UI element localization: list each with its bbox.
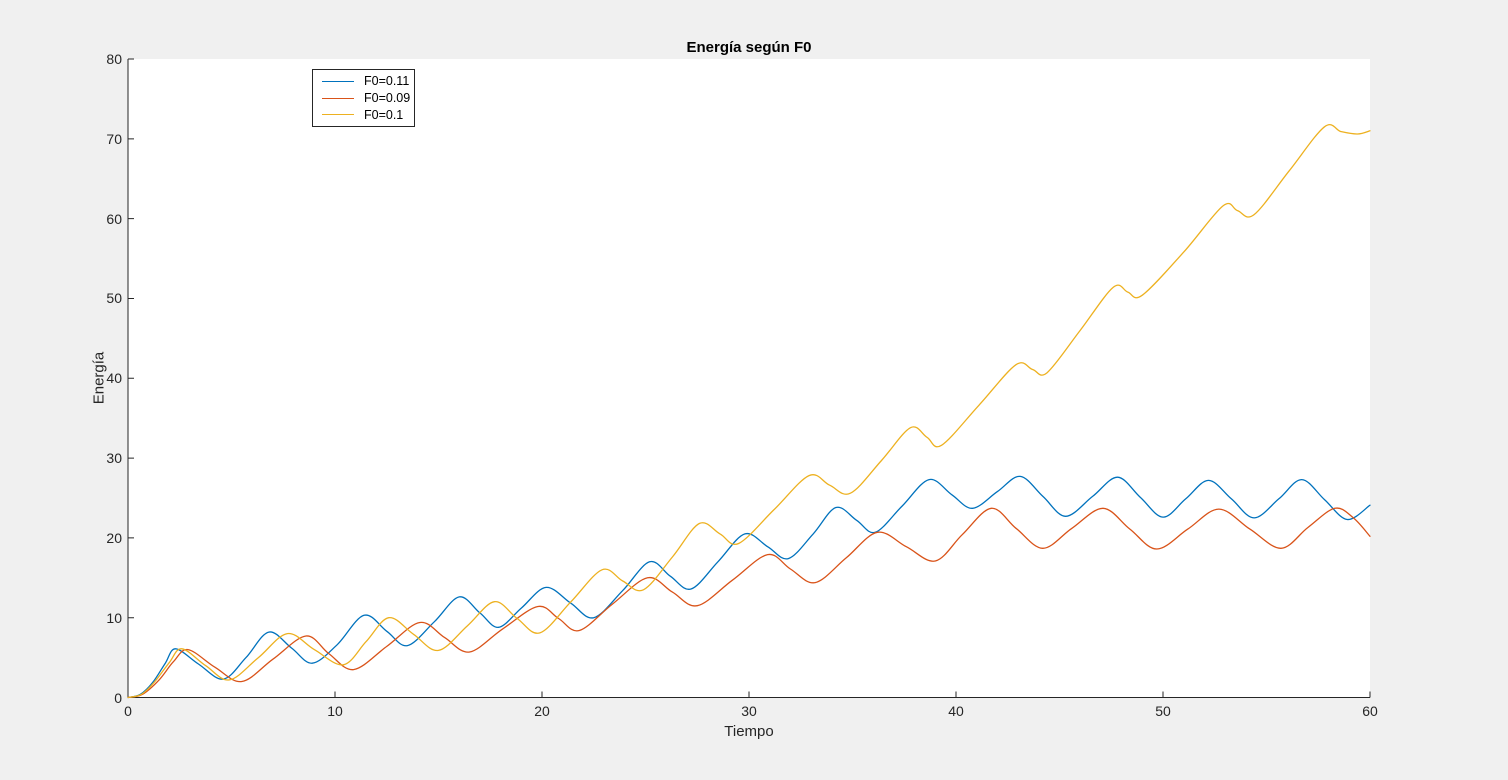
y-tick-label: 10 <box>106 609 122 626</box>
x-tick-label: 10 <box>327 703 343 719</box>
y-tick-label: 70 <box>106 130 122 147</box>
y-tick-label: 40 <box>106 370 122 387</box>
x-axis-label: Tiempo <box>724 723 774 740</box>
x-tick-label: 50 <box>1155 703 1171 719</box>
x-tick-label: 60 <box>1362 703 1378 719</box>
legend-entry: F0=0.09 <box>322 90 411 107</box>
legend-entry: F0=0.1 <box>322 106 408 123</box>
x-tick-label: 20 <box>534 703 550 719</box>
chart-title: Energía según F0 <box>686 39 812 56</box>
curve-f0-0-11 <box>127 475 1371 699</box>
legend-entry-label: F0=0.09 <box>364 91 411 105</box>
x-tick-label: 40 <box>948 703 964 719</box>
y-tick-label: 50 <box>106 290 122 307</box>
legend-entry: F0=0.11 <box>322 73 410 90</box>
legend-box[interactable]: F0=0.11 F0=0.09 F0=0.1 <box>312 69 415 127</box>
y-tick-label: 60 <box>106 210 122 227</box>
curve-f0-0-1 <box>127 123 1371 699</box>
legend-line-swatch <box>322 97 354 99</box>
curve-f0-0-09 <box>127 507 1371 699</box>
legend-entry-label: F0=0.1 <box>364 107 404 122</box>
y-tick-label: 0 <box>114 689 122 706</box>
axes <box>127 58 1371 698</box>
legend-line-swatch <box>322 114 354 116</box>
x-tick-label: 0 <box>124 703 132 719</box>
y-tick-label: 30 <box>106 450 122 467</box>
legend-line-swatch <box>322 80 354 82</box>
y-tick-label: 20 <box>106 529 122 546</box>
legend-entry-label: F0=0.11 <box>364 74 410 89</box>
y-tick-label: 80 <box>106 51 122 67</box>
x-tick-label: 30 <box>741 703 757 719</box>
plot-area <box>128 59 1370 698</box>
